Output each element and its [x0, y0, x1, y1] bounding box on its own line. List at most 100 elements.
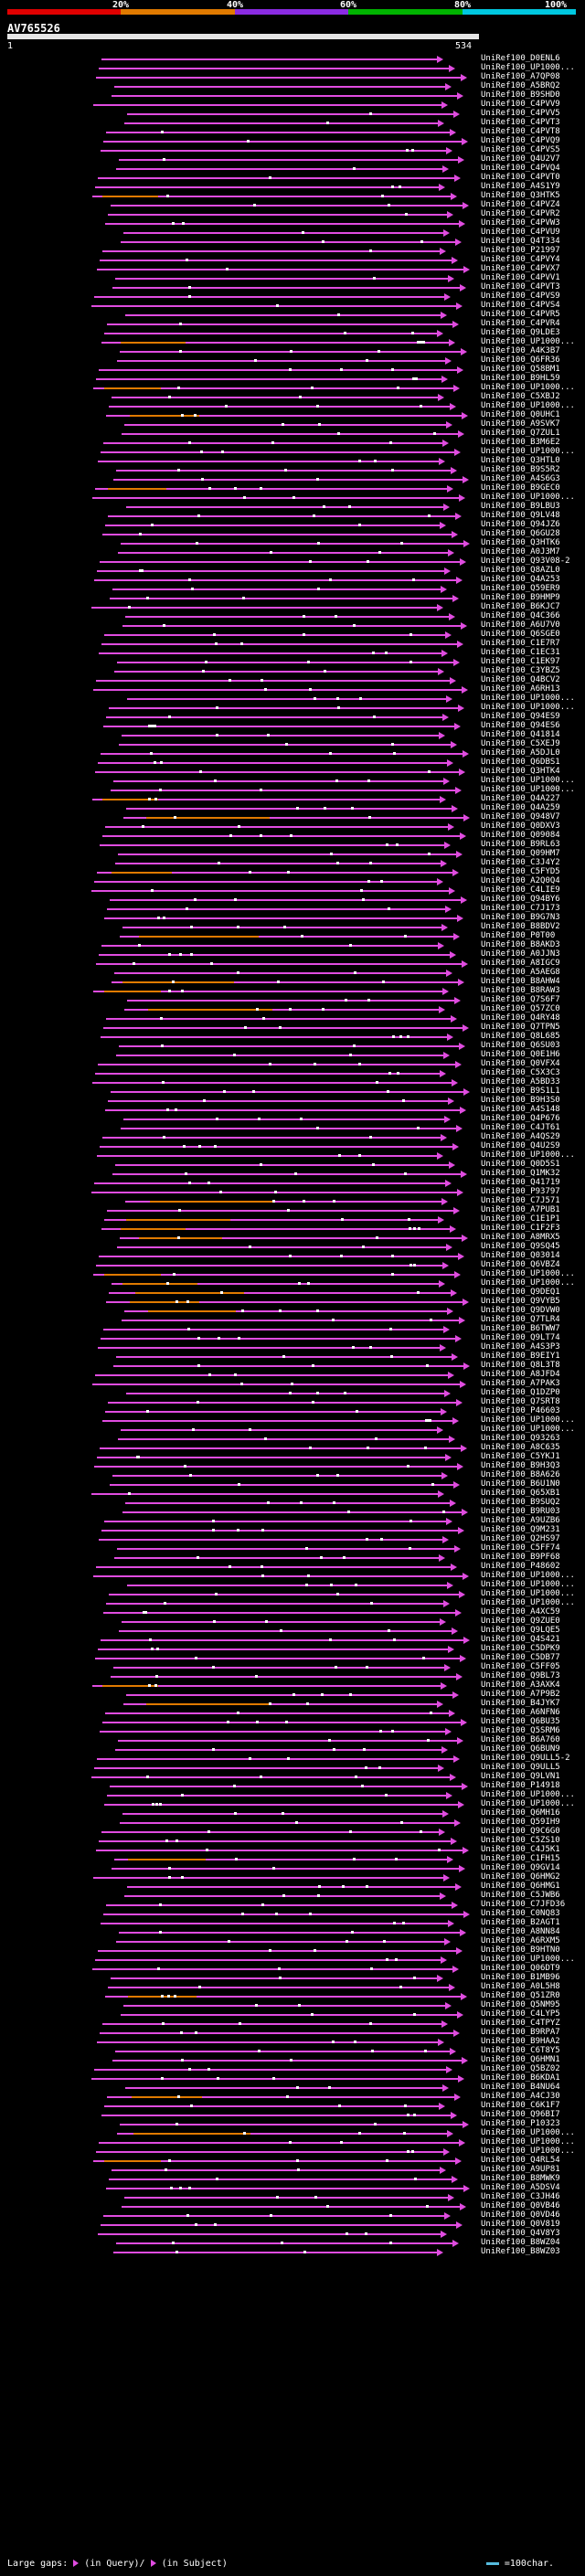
hit-label[interactable]: UniRef100_Q41719 [481, 1178, 560, 1187]
hit-label[interactable]: UniRef100_C5JWB6 [481, 1891, 560, 1900]
alignment-row[interactable]: UniRef100_A9SVK7 [0, 419, 585, 429]
alignment-row[interactable]: UniRef100_C5JWB6 [0, 1891, 585, 1901]
alignment-row[interactable]: UniRef100_Q6HMG1 [0, 1882, 585, 1892]
hit-label[interactable]: UniRef100_A4S6G3 [481, 474, 560, 483]
alignment-row[interactable]: UniRef100_Q9C6G0 [0, 1827, 585, 1837]
hit-label[interactable]: UniRef100_D0ENL6 [481, 54, 560, 63]
hit-label[interactable]: UniRef100_UP1000... [481, 1955, 575, 1964]
hit-label[interactable]: UniRef100_Q4A259 [481, 803, 560, 812]
alignment-row[interactable]: UniRef100_P48602 [0, 1562, 585, 1572]
alignment-row[interactable]: UniRef100_UP1000... [0, 337, 585, 347]
alignment-row[interactable]: UniRef100_B8WZ04 [0, 2238, 585, 2248]
hit-label[interactable]: UniRef100_C1E1P1 [481, 1214, 560, 1224]
alignment-row[interactable]: UniRef100_C1E1P1 [0, 1214, 585, 1224]
alignment-row[interactable]: UniRef100_Q4S421 [0, 1635, 585, 1645]
hit-label[interactable]: UniRef100_A5DJL0 [481, 748, 560, 758]
alignment-row[interactable]: UniRef100_C4PVR4 [0, 319, 585, 329]
hit-label[interactable]: UniRef100_Q9LQE5 [481, 1626, 560, 1635]
hit-label[interactable]: UniRef100_B8AHW4 [481, 977, 560, 986]
alignment-row[interactable]: UniRef100_A4CJ30 [0, 2092, 585, 2102]
hit-label[interactable]: UniRef100_UP1000... [481, 401, 575, 410]
hit-label[interactable]: UniRef100_Q5BZ02 [481, 2064, 560, 2073]
alignment-row[interactable]: UniRef100_A4S6G3 [0, 474, 585, 484]
hit-label[interactable]: UniRef100_A2Q0Q4 [481, 876, 560, 885]
hit-label[interactable]: UniRef100_P21997 [481, 246, 560, 255]
hit-label[interactable]: UniRef100_Q6FR36 [481, 355, 560, 365]
hit-label[interactable]: UniRef100_UP1000... [481, 2147, 575, 2156]
alignment-row[interactable]: UniRef100_B9SHD0 [0, 90, 585, 101]
alignment-row[interactable]: UniRef100_C5YKJ1 [0, 1452, 585, 1462]
alignment-row[interactable]: UniRef100_Q7TPN5 [0, 1023, 585, 1033]
alignment-row[interactable]: UniRef100_Q9LQE5 [0, 1626, 585, 1636]
hit-label[interactable]: UniRef100_B9RU03 [481, 1507, 560, 1516]
alignment-row[interactable]: UniRef100_C7J571 [0, 1196, 585, 1206]
alignment-row[interactable]: UniRef100_B8RAW3 [0, 986, 585, 996]
alignment-row[interactable]: UniRef100_P21997 [0, 246, 585, 256]
hit-label[interactable]: UniRef100_Q4S421 [481, 1635, 560, 1644]
hit-label[interactable]: UniRef100_Q0VD46 [481, 2210, 560, 2220]
alignment-row[interactable]: UniRef100_UP1000... [0, 1150, 585, 1161]
hit-label[interactable]: UniRef100_C3JH46 [481, 2192, 560, 2201]
hit-label[interactable]: UniRef100_A6NFN6 [481, 1708, 560, 1717]
alignment-row[interactable]: UniRef100_Q41719 [0, 1178, 585, 1188]
alignment-row[interactable]: UniRef100_A9UP81 [0, 2165, 585, 2175]
hit-label[interactable]: UniRef100_C6K1F7 [481, 2101, 560, 2110]
hit-label[interactable]: UniRef100_A8C635 [481, 1443, 560, 1452]
hit-label[interactable]: UniRef100_Q4BCV2 [481, 675, 560, 684]
hit-label[interactable]: UniRef100_Q59IH9 [481, 1818, 560, 1827]
alignment-row[interactable]: UniRef100_C4PVT8 [0, 127, 585, 137]
alignment-row[interactable]: UniRef100_Q9LT74 [0, 1333, 585, 1343]
hit-label[interactable]: UniRef100_A7PUB1 [481, 1205, 560, 1214]
hit-label[interactable]: UniRef100_B9EIY1 [481, 1352, 560, 1361]
hit-label[interactable]: UniRef100_C4PVT3 [481, 118, 560, 127]
hit-label[interactable]: UniRef100_C4PVV5 [481, 109, 560, 118]
alignment-row[interactable]: UniRef100_A5AEG8 [0, 968, 585, 978]
alignment-row[interactable]: UniRef100_Q2HS97 [0, 1534, 585, 1544]
alignment-row[interactable]: UniRef100_A7QP08 [0, 72, 585, 82]
hit-label[interactable]: UniRef100_Q5NM95 [481, 2000, 560, 2009]
alignment-row[interactable]: UniRef100_Q6SU03 [0, 1041, 585, 1051]
alignment-row[interactable]: UniRef100_Q0DXV3 [0, 822, 585, 832]
alignment-row[interactable]: UniRef100_Q0VFX4 [0, 1059, 585, 1069]
alignment-row[interactable]: UniRef100_Q9M231 [0, 1525, 585, 1535]
alignment-row[interactable]: UniRef100_UP1000... [0, 785, 585, 795]
alignment-row[interactable]: UniRef100_C1FH15 [0, 1854, 585, 1864]
hit-label[interactable]: UniRef100_Q96BI7 [481, 2110, 560, 2119]
alignment-row[interactable]: UniRef100_Q59IH9 [0, 1818, 585, 1828]
alignment-row[interactable]: UniRef100_Q96BI7 [0, 2110, 585, 2120]
alignment-row[interactable]: UniRef100_B9LBU3 [0, 502, 585, 512]
alignment-row[interactable]: UniRef100_UP1000... [0, 1598, 585, 1608]
alignment-row[interactable]: UniRef100_A0L5H8 [0, 1982, 585, 1992]
alignment-row[interactable]: UniRef100_C3J4Y2 [0, 858, 585, 868]
alignment-row[interactable]: UniRef100_C4PVQ9 [0, 136, 585, 146]
hit-label[interactable]: UniRef100_B6A760 [481, 1735, 560, 1744]
hit-label[interactable]: UniRef100_A0L5H8 [481, 1982, 560, 1991]
alignment-row[interactable]: UniRef100_P46603 [0, 1406, 585, 1416]
alignment-row[interactable]: UniRef100_Q51ZR0 [0, 1991, 585, 2001]
hit-label[interactable]: UniRef100_Q6HMG1 [481, 1882, 560, 1891]
alignment-row[interactable]: UniRef100_B9HL59 [0, 374, 585, 384]
alignment-row[interactable]: UniRef100_B4NU64 [0, 2083, 585, 2093]
hit-label[interactable]: UniRef100_Q4V8Y3 [481, 2229, 560, 2238]
alignment-row[interactable]: UniRef100_C4PVT3 [0, 118, 585, 128]
alignment-row[interactable]: UniRef100_Q93V08-2 [0, 557, 585, 567]
alignment-row[interactable]: UniRef100_UP1000... [0, 493, 585, 503]
hit-label[interactable]: UniRef100_P14918 [481, 1781, 560, 1790]
hit-label[interactable]: UniRef100_B9H3S0 [481, 1096, 560, 1105]
hit-label[interactable]: UniRef100_C4PVT8 [481, 127, 560, 136]
alignment-row[interactable]: UniRef100_C5DPK9 [0, 1644, 585, 1654]
alignment-row[interactable]: UniRef100_Q0E1H6 [0, 1050, 585, 1060]
hit-label[interactable]: UniRef100_UP1000... [481, 1580, 575, 1589]
alignment-row[interactable]: UniRef100_Q4U2V7 [0, 154, 585, 164]
alignment-row[interactable]: UniRef100_C5FYD5 [0, 867, 585, 877]
hit-label[interactable]: UniRef100_Q93263 [481, 1434, 560, 1443]
hit-label[interactable]: UniRef100_Q4U2S9 [481, 1141, 560, 1150]
hit-label[interactable]: UniRef100_C1F2F3 [481, 1224, 560, 1233]
hit-label[interactable]: UniRef100_C4JT61 [481, 1123, 560, 1132]
alignment-row[interactable]: UniRef100_B9S5R2 [0, 465, 585, 475]
alignment-row[interactable]: UniRef100_D0ENL6 [0, 54, 585, 64]
hit-label[interactable]: UniRef100_C5ZS10 [481, 1836, 560, 1845]
alignment-row[interactable]: UniRef100_C3YBZ5 [0, 666, 585, 676]
alignment-row[interactable]: UniRef100_UP1000... [0, 694, 585, 704]
hit-label[interactable]: UniRef100_B9HL59 [481, 374, 560, 383]
